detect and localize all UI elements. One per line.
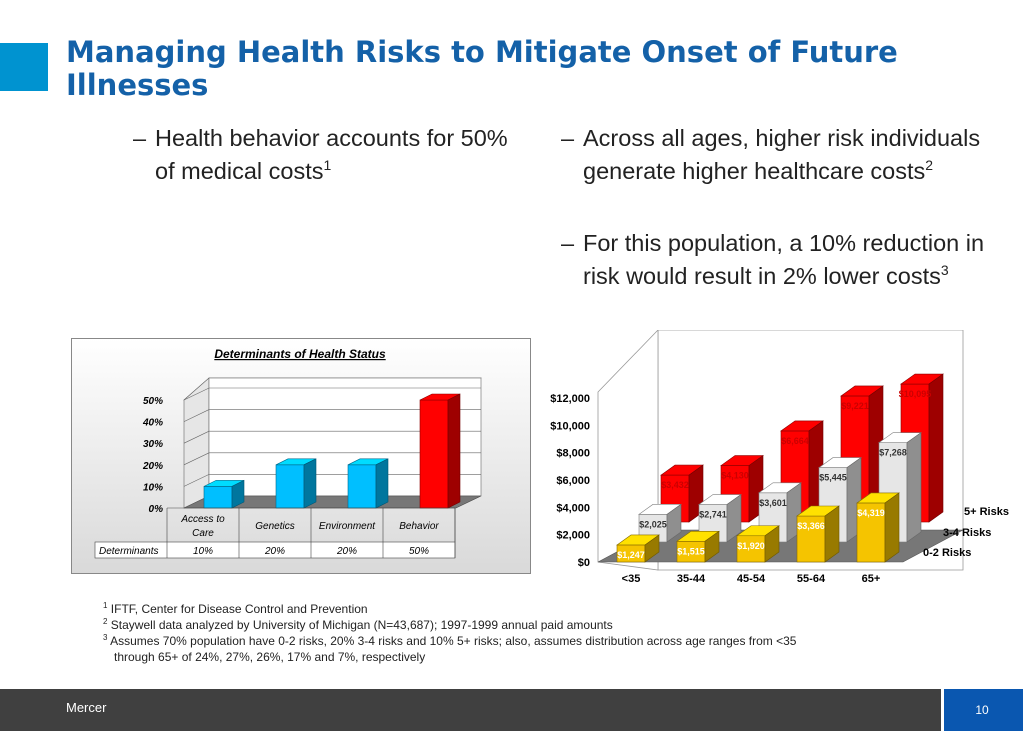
bullet-health-behavior: – Health behavior accounts for 50% of me…	[133, 122, 533, 188]
footnote-3: 3 Assumes 70% population have 0-2 risks,…	[103, 633, 796, 648]
bullet-footnote-ref: 3	[940, 262, 949, 279]
y-tick-label: $12,000	[550, 393, 590, 405]
category-label: Genetics	[255, 521, 294, 532]
y-tick-label: 40%	[142, 418, 163, 429]
table-value: 20%	[336, 546, 357, 557]
data-label: $3,432	[661, 480, 689, 490]
data-label: $9,221	[841, 401, 869, 411]
bar-0-2-risks-4	[856, 492, 900, 563]
footnote-text: through 65+ of 24%, 27%, 26%, 17% and 7%…	[114, 650, 426, 664]
chart-title: Determinants of Health Status	[214, 347, 386, 361]
accent-square	[0, 43, 48, 91]
y-tick-label: 10%	[143, 482, 163, 493]
bar-0-2-risks-2	[736, 525, 780, 563]
footnote-text: Assumes 70% population have 0-2 risks, 2…	[110, 634, 797, 648]
bullet-footnote-ref: 2	[925, 157, 934, 174]
gridline	[183, 452, 481, 466]
footnote-text: IFTF, Center for Disease Control and Pre…	[110, 602, 368, 616]
bar-0-2-risks-3	[796, 505, 840, 563]
table-value: 50%	[409, 546, 429, 557]
category-label: Behavior	[399, 521, 439, 532]
table-value: 20%	[264, 546, 285, 557]
footnote-2: 2 Staywell data analyzed by University o…	[103, 617, 613, 632]
bullet-dash: –	[133, 125, 147, 151]
legend-series-label: 3-4 Risks	[943, 527, 991, 539]
footnote-1: 1 IFTF, Center for Disease Control and P…	[103, 601, 368, 616]
bullet-risk-reduction: – For this population, a 10% reduction i…	[561, 227, 1011, 293]
y-tick-label: 20%	[142, 461, 163, 472]
footer-bar	[0, 689, 1023, 731]
y-tick-label: 0%	[149, 504, 164, 515]
data-label: $3,601	[759, 498, 787, 508]
x-category-label: <35	[622, 573, 641, 585]
footnote-3-continued: through 65+ of 24%, 27%, 26%, 17% and 7%…	[114, 650, 425, 664]
data-label: $4,130	[721, 471, 749, 481]
data-label: $5,445	[819, 473, 847, 483]
y-tick-label: 50%	[143, 396, 163, 407]
data-label: $1,920	[737, 541, 765, 551]
chart-side-wall	[597, 330, 659, 571]
page-number: 10	[975, 703, 989, 717]
footnote-marker: 1	[103, 601, 108, 610]
bullet-text: For this population, a 10% reduction in …	[583, 230, 985, 289]
data-label: $6,664	[781, 436, 809, 446]
bar-0-2-risks-0	[616, 534, 660, 563]
bullet-text: Across all ages, higher risk individuals…	[583, 125, 981, 184]
y-tick-label: $2,000	[556, 530, 590, 542]
footnote-text: Staywell data analyzed by University of …	[110, 618, 613, 632]
footer-brand: Mercer	[66, 700, 107, 715]
bullet-dash: –	[561, 125, 575, 151]
data-label: $10,095	[899, 389, 932, 399]
y-tick-label: $0	[578, 557, 590, 569]
gridline	[183, 474, 481, 487]
legend-series-label: 0-2 Risks	[923, 547, 971, 559]
data-label: $1,247	[617, 550, 645, 560]
x-category-label: 55-64	[797, 573, 826, 585]
determinants-chart: Determinants of Health Status 0% 10% 20% 30…	[71, 338, 531, 574]
bar-behavior	[419, 393, 461, 509]
gridline	[183, 387, 481, 401]
bullet-footnote-ref: 1	[323, 157, 332, 174]
y-tick-label: $8,000	[556, 448, 590, 460]
bullet-higher-risk: – Across all ages, higher risk individua…	[561, 122, 1011, 188]
category-label: Care	[192, 528, 214, 539]
bar-environment	[347, 458, 389, 509]
y-tick-label: $10,000	[550, 420, 590, 432]
category-label: Access to	[180, 514, 225, 525]
data-label: $7,268	[879, 448, 907, 458]
bar-access-to-care	[203, 479, 245, 509]
bullet-dash: –	[561, 230, 575, 256]
risk-cost-chart: $0 $2,000 $4,000 $6,000 $8,000 $10,000 $12,000…	[550, 330, 1009, 585]
page-number-box	[941, 689, 1023, 731]
bar-0-2-risks-1	[676, 530, 720, 563]
legend-series-label: 5+ Risks	[964, 506, 1009, 518]
x-category-label: 65+	[862, 573, 881, 585]
footnote-marker: 2	[103, 617, 108, 626]
data-label: $1,515	[677, 546, 705, 556]
data-label: $4,319	[857, 508, 885, 518]
gridline	[183, 430, 481, 444]
x-category-label: 35-44	[677, 573, 706, 585]
gridline	[183, 409, 481, 422]
data-label: $2,741	[699, 510, 727, 520]
data-label: $3,366	[797, 521, 825, 531]
table-row-label: Determinants	[99, 546, 158, 557]
y-tick-label: $6,000	[556, 475, 590, 487]
y-tick-label: 30%	[143, 439, 163, 450]
y-tick-label: $4,000	[556, 502, 590, 514]
bar-3-4-risks-0	[638, 503, 682, 543]
table-value: 10%	[193, 546, 213, 557]
x-category-label: 45-54	[737, 573, 766, 585]
category-label: Environment	[319, 521, 376, 532]
footnote-marker: 3	[103, 633, 108, 642]
bar-genetics	[275, 458, 317, 509]
bullet-text: Health behavior accounts for 50% of medi…	[155, 125, 508, 184]
slide-title: Managing Health Risks to Mitigate Onset …	[66, 35, 898, 102]
data-label: $2,025	[639, 519, 667, 529]
